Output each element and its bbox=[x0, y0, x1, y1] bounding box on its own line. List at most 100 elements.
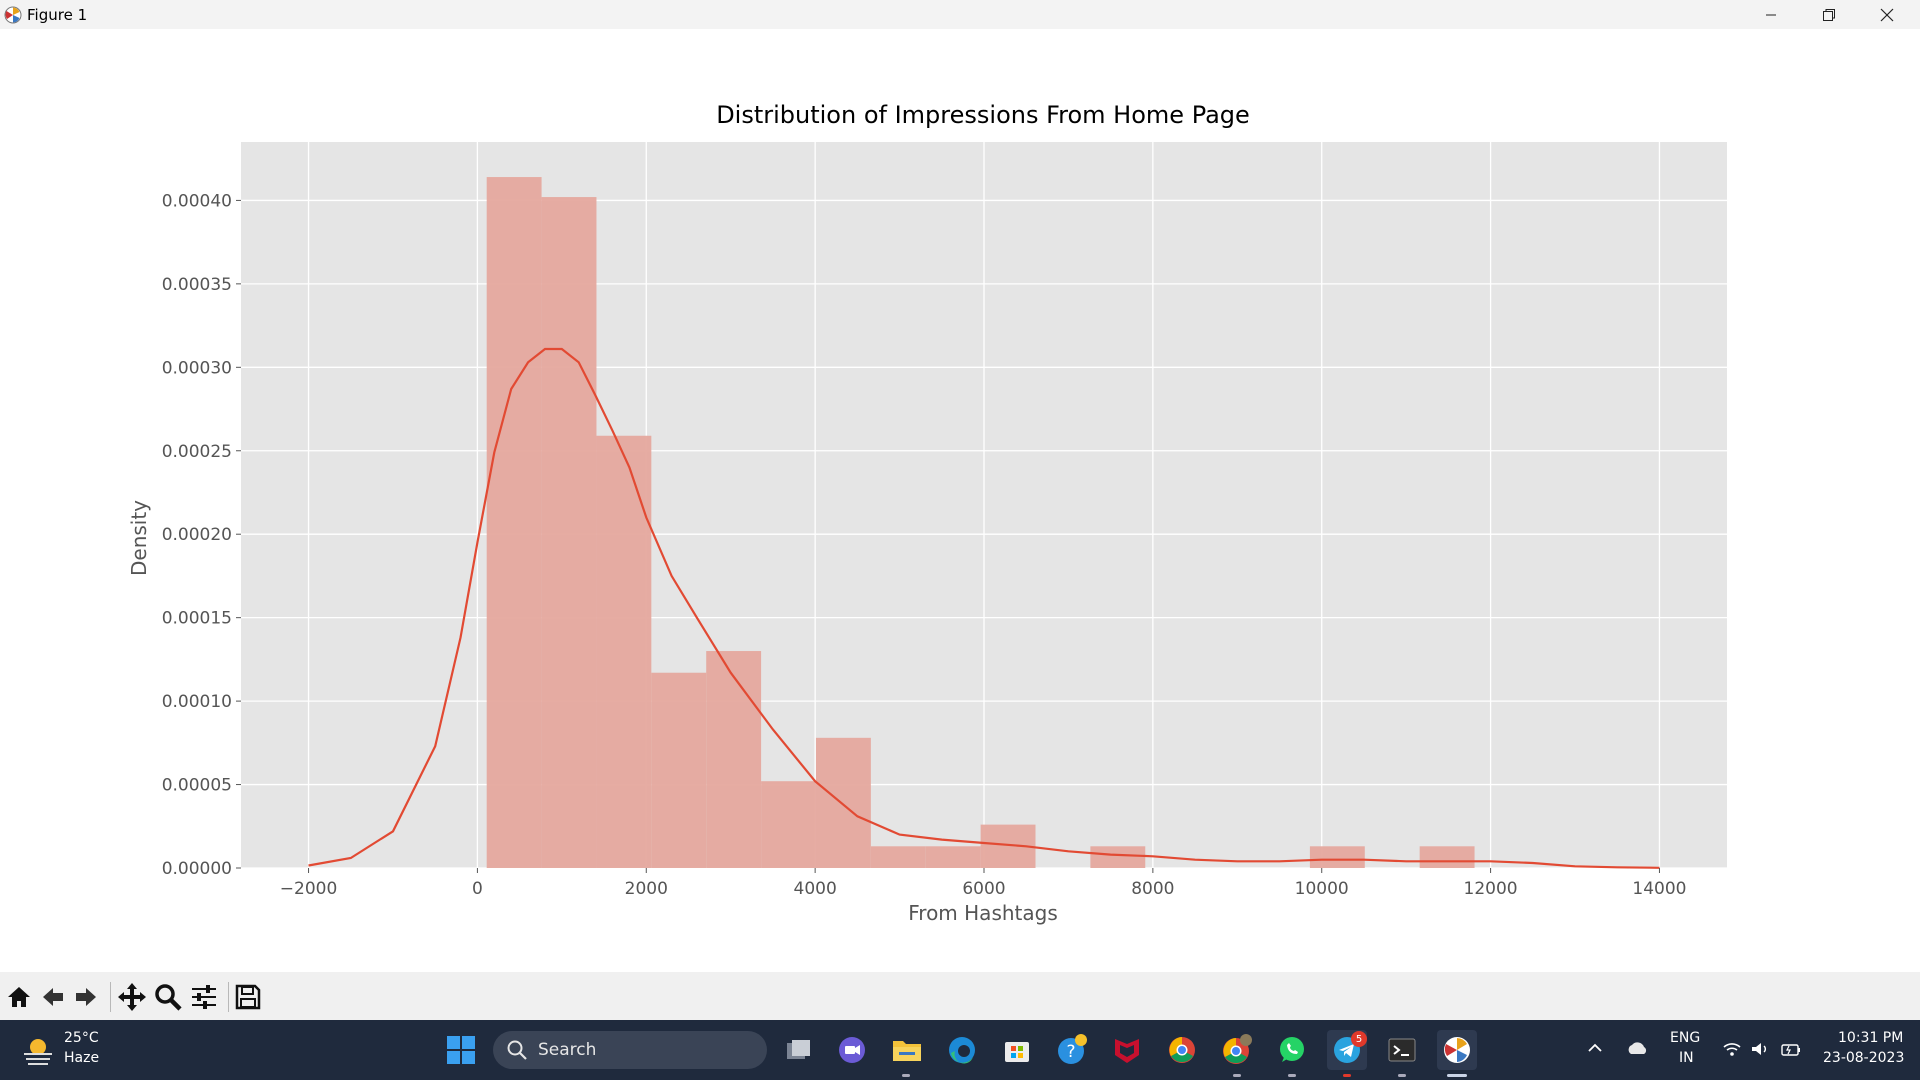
get-help-button[interactable]: ? bbox=[1052, 1030, 1092, 1070]
y-tick-label: 0.00040 bbox=[162, 191, 232, 211]
edge-button[interactable] bbox=[942, 1030, 982, 1070]
clock-time[interactable]: 10:31 PM bbox=[1838, 1030, 1904, 1046]
clock-date[interactable]: 23-08-2023 bbox=[1823, 1050, 1905, 1066]
toolbar-separator bbox=[228, 982, 229, 1012]
y-tick-label: 0.00015 bbox=[162, 609, 232, 629]
pan-arrows-icon bbox=[118, 983, 146, 1011]
y-tick-label: 0.00025 bbox=[162, 442, 232, 462]
home-icon bbox=[8, 987, 30, 1007]
whatsapp-icon bbox=[1280, 1037, 1304, 1062]
figure-canvas[interactable]: −2000 0 2000 4000 6000 8000 10000 12000 14000 0.0… bbox=[0, 29, 1920, 972]
forward-button[interactable] bbox=[69, 980, 103, 1014]
file-explorer-button[interactable] bbox=[887, 1030, 927, 1070]
store-bag-icon bbox=[1005, 1042, 1029, 1062]
weather-widget[interactable] bbox=[20, 1032, 56, 1068]
window-titlebar: Figure 1 bbox=[0, 0, 1920, 29]
weather-condition: Haze bbox=[64, 1050, 100, 1066]
histogram-bar bbox=[486, 177, 542, 868]
chrome-button[interactable] bbox=[1162, 1030, 1202, 1070]
telegram-notification-badge: 5 bbox=[1351, 1031, 1367, 1047]
y-tick-label: 0.00020 bbox=[162, 525, 232, 545]
onedrive-button[interactable] bbox=[1625, 1039, 1649, 1061]
histogram-bars bbox=[486, 177, 1475, 868]
microsoft-store-button[interactable] bbox=[997, 1030, 1037, 1070]
show-hidden-icons-button[interactable] bbox=[1587, 1040, 1603, 1060]
x-tick-label: 10000 bbox=[1295, 879, 1349, 899]
histogram-bar bbox=[541, 197, 597, 868]
forward-arrow-icon bbox=[76, 988, 96, 1006]
x-tick-label: 12000 bbox=[1464, 879, 1518, 899]
speaker-icon bbox=[1752, 1043, 1766, 1055]
x-tick-label: 8000 bbox=[1131, 879, 1174, 899]
network-button[interactable] bbox=[1722, 1040, 1742, 1062]
chart-title: Distribution of Impressions From Home Pa… bbox=[716, 101, 1250, 129]
terminal-button[interactable] bbox=[1382, 1030, 1422, 1070]
matplotlib-figure-button[interactable] bbox=[1437, 1030, 1477, 1070]
back-button[interactable] bbox=[36, 980, 70, 1014]
chrome-profile-button[interactable] bbox=[1217, 1030, 1257, 1070]
save-button[interactable] bbox=[231, 980, 265, 1014]
x-tick-label: 14000 bbox=[1632, 879, 1686, 899]
histogram-bar bbox=[596, 435, 652, 868]
close-button[interactable] bbox=[1858, 0, 1916, 29]
edge-browser-icon bbox=[949, 1037, 975, 1064]
volume-button[interactable] bbox=[1750, 1040, 1770, 1062]
axis-ticks: −2000 0 2000 4000 6000 8000 10000 12000 14000 0.0… bbox=[162, 191, 1687, 899]
mcafee-button[interactable] bbox=[1107, 1030, 1147, 1070]
mcafee-shield-icon bbox=[1115, 1039, 1139, 1063]
windows-taskbar: 25°C Haze Search bbox=[0, 1020, 1920, 1080]
whatsapp-button[interactable] bbox=[1272, 1030, 1312, 1070]
sliders-icon bbox=[192, 985, 216, 1009]
running-indicator bbox=[1343, 1074, 1351, 1077]
task-view-button[interactable] bbox=[778, 1030, 818, 1070]
language-indicator[interactable]: ENG bbox=[1670, 1030, 1701, 1046]
x-tick-label: 6000 bbox=[962, 879, 1005, 899]
running-indicator bbox=[1233, 1074, 1241, 1077]
home-button[interactable] bbox=[2, 980, 36, 1014]
taskbar-search-box[interactable]: Search bbox=[493, 1031, 767, 1069]
search-icon bbox=[507, 1040, 527, 1060]
y-tick-label: 0.00030 bbox=[162, 358, 232, 378]
restore-button[interactable] bbox=[1800, 0, 1858, 29]
histogram-bar bbox=[651, 672, 707, 868]
cloud-icon bbox=[1628, 1042, 1647, 1054]
configure-subplots-button[interactable] bbox=[187, 980, 221, 1014]
windows-logo-icon bbox=[447, 1036, 475, 1064]
window-title: Figure 1 bbox=[27, 6, 88, 24]
wifi-icon bbox=[1723, 1043, 1741, 1056]
zoom-button[interactable] bbox=[151, 980, 185, 1014]
teams-chat-button[interactable] bbox=[832, 1030, 872, 1070]
language-region[interactable]: IN bbox=[1679, 1050, 1694, 1066]
matplotlib-app-icon bbox=[4, 6, 22, 24]
x-tick-label: 4000 bbox=[794, 879, 837, 899]
x-tick-label: −2000 bbox=[280, 879, 338, 899]
close-icon bbox=[1880, 8, 1894, 21]
x-tick-label: 0 bbox=[472, 879, 483, 899]
minimize-icon bbox=[1766, 14, 1776, 15]
y-axis-label: Density bbox=[127, 500, 151, 576]
y-tick-label: 0.00010 bbox=[162, 692, 232, 712]
histogram-bar bbox=[761, 781, 816, 868]
x-axis-label: From Hashtags bbox=[908, 901, 1058, 925]
running-indicator bbox=[1398, 1074, 1406, 1077]
svg-text:?: ? bbox=[1066, 1042, 1075, 1062]
histogram-bar bbox=[1090, 846, 1146, 868]
save-floppy-icon bbox=[235, 984, 261, 1010]
histogram-bar bbox=[1309, 846, 1365, 868]
histogram-bar bbox=[1419, 846, 1475, 868]
start-button[interactable] bbox=[441, 1030, 481, 1070]
histogram-bar bbox=[870, 846, 926, 868]
toolbar-separator bbox=[110, 982, 111, 1012]
task-view-icon bbox=[787, 1040, 810, 1059]
minimize-button[interactable] bbox=[1742, 0, 1800, 29]
histogram-bar bbox=[815, 737, 871, 868]
pan-button[interactable] bbox=[115, 980, 149, 1014]
kde-curve bbox=[308, 347, 1660, 869]
y-tick-label: 0.00000 bbox=[162, 859, 232, 879]
histogram-bar bbox=[706, 651, 762, 868]
y-tick-label: 0.00005 bbox=[162, 776, 232, 796]
histogram-chart: −2000 0 2000 4000 6000 8000 10000 12000 14000 0.0… bbox=[127, 101, 1727, 925]
histogram-bar bbox=[925, 846, 981, 868]
battery-button[interactable] bbox=[1780, 1040, 1802, 1062]
battery-icon bbox=[1781, 1044, 1800, 1056]
